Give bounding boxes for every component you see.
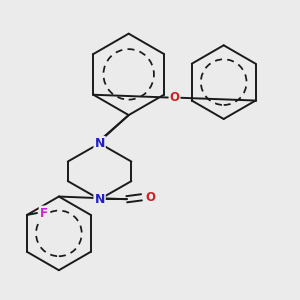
- Text: N: N: [94, 137, 105, 150]
- Text: O: O: [145, 191, 155, 204]
- Text: O: O: [169, 91, 179, 104]
- Text: N: N: [94, 193, 105, 206]
- Text: F: F: [40, 206, 48, 220]
